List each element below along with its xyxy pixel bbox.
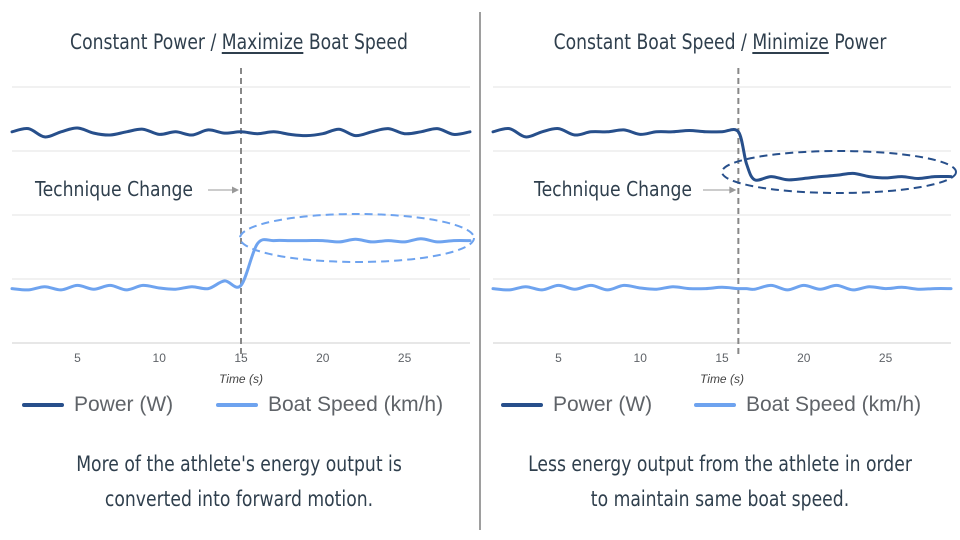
right-legend-power-swatch xyxy=(501,403,543,407)
right-x-axis-label: Time (s) xyxy=(700,372,744,386)
right-caption-line1: Less energy output from the athlete in o… xyxy=(528,452,912,476)
left-annotation-arrowhead xyxy=(232,186,239,194)
left-caption: More of the athlete's energy output is c… xyxy=(43,447,435,517)
left-legend-power-label: Power (W) xyxy=(74,393,174,416)
left-caption-line2: converted into forward motion. xyxy=(104,487,374,511)
left-x-tick-label: 20 xyxy=(316,351,330,365)
right-legend-power: Power (W) xyxy=(501,393,652,417)
right-title-emphasis: Minimize xyxy=(752,30,829,54)
right-caption: Less energy output from the athlete in o… xyxy=(524,447,916,517)
left-speed-line xyxy=(10,237,472,292)
right-highlight-ellipse xyxy=(721,150,957,194)
left-title-post: Boat Speed xyxy=(303,30,408,54)
left-legend-power: Power (W) xyxy=(22,393,173,417)
right-legend-speed: Boat Speed (km/h) xyxy=(694,393,921,417)
left-title-pre: Constant Power / xyxy=(70,30,222,54)
right-legend-power-label: Power (W) xyxy=(553,393,653,416)
panel-divider xyxy=(479,12,481,530)
right-legend: Power (W) Boat Speed (km/h) xyxy=(481,393,959,421)
left-caption-line1: More of the athlete's energy output is xyxy=(76,452,402,476)
right-speed-line xyxy=(491,283,953,292)
left-legend: Power (W) Boat Speed (km/h) xyxy=(0,393,478,421)
left-legend-speed-swatch xyxy=(216,403,258,407)
right-title-pre: Constant Boat Speed / xyxy=(553,30,753,54)
right-caption-line2: to maintain same boat speed. xyxy=(590,487,850,511)
right-x-tick-label: 10 xyxy=(634,351,648,365)
right-x-tick-label: 20 xyxy=(797,351,811,365)
left-legend-speed-label: Boat Speed (km/h) xyxy=(268,393,444,416)
left-legend-speed: Boat Speed (km/h) xyxy=(216,393,443,417)
left-title-emphasis: Maximize xyxy=(221,30,304,54)
left-x-axis-label: Time (s) xyxy=(219,372,263,386)
left-panel: Constant Power / Maximize Boat Speed 5 10… xyxy=(0,0,478,540)
right-title-post: Power xyxy=(828,30,887,54)
right-legend-speed-swatch xyxy=(694,403,736,407)
left-highlight-ellipse xyxy=(239,213,475,263)
right-line-chart: 5 10 15 20 25 Time (s) Technique Change xyxy=(491,68,957,386)
left-x-tick-label: 10 xyxy=(153,351,167,365)
left-panel-title: Constant Power / Maximize Boat Speed xyxy=(43,30,435,54)
right-x-tick-label: 15 xyxy=(715,351,729,365)
left-legend-power-swatch xyxy=(22,403,64,407)
right-legend-speed-label: Boat Speed (km/h) xyxy=(746,393,922,416)
right-x-tick-label: 25 xyxy=(879,351,893,365)
left-line-chart: 5 10 15 20 25 Time (s) Technique Change xyxy=(10,68,475,386)
left-power-line xyxy=(10,126,472,139)
right-annotation-arrowhead xyxy=(729,186,737,194)
right-panel-title: Constant Boat Speed / Minimize Power xyxy=(524,30,916,54)
right-x-tick-label: 5 xyxy=(555,351,562,365)
left-annotation-label: Technique Change xyxy=(34,177,193,201)
right-power-line xyxy=(491,126,953,182)
left-x-tick-label: 25 xyxy=(398,351,412,365)
left-x-tick-label: 15 xyxy=(234,351,248,365)
right-annotation-label: Technique Change xyxy=(533,177,692,201)
right-panel: Constant Boat Speed / Minimize Power 5 10… xyxy=(481,0,959,540)
left-x-tick-label: 5 xyxy=(74,351,81,365)
